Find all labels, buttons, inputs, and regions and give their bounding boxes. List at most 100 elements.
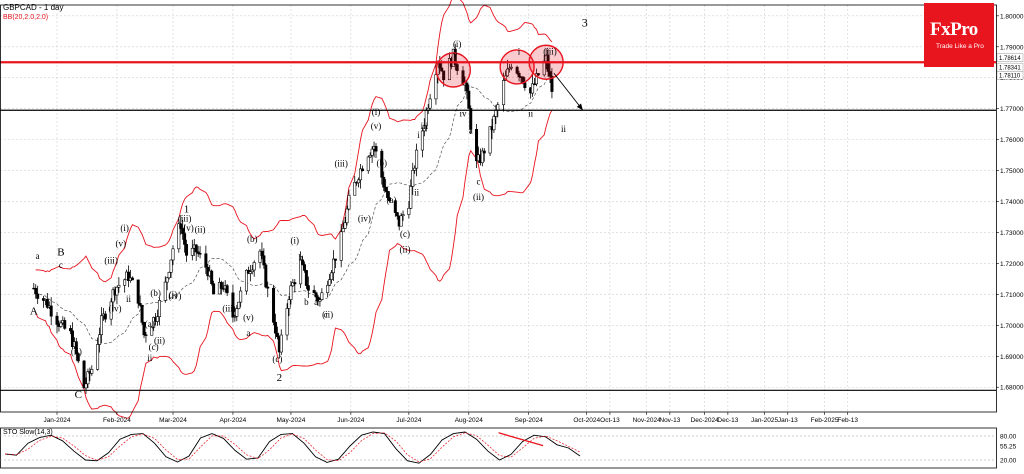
candle-body	[204, 253, 208, 268]
price-frame	[0, 4, 997, 413]
candle-body	[248, 271, 252, 274]
candle-body	[469, 108, 473, 130]
wave-label: (i)	[453, 39, 462, 49]
wave-label: v	[453, 50, 458, 60]
x-tick-label: Dec-13	[717, 417, 738, 424]
wave-label: (i)	[120, 223, 129, 233]
candle-body	[109, 301, 113, 320]
candle-body	[165, 277, 169, 283]
x-tick-label: Dec-2024	[691, 417, 720, 424]
candle-body	[534, 73, 538, 85]
wave-label: 1	[184, 203, 190, 215]
wave-label: (ii)	[71, 347, 82, 357]
logo-tagline: Trade Like a Pro	[936, 43, 984, 50]
stochastic-panel: 80.00 55.25 20.00	[0, 427, 1017, 469]
candle-body	[76, 353, 80, 362]
y-tick-label: 1.74000	[1000, 199, 1024, 206]
symbol-title: GBPCAD - 1 day	[3, 3, 63, 12]
candle-body	[411, 169, 415, 187]
wave-label: (ii)	[322, 310, 333, 320]
stochastic-tick-label: 80.00	[1000, 434, 1017, 441]
candle-body	[343, 222, 347, 229]
candle-body	[279, 334, 283, 353]
candle-body	[260, 250, 264, 257]
candle-body	[59, 322, 63, 327]
candle-body	[368, 155, 372, 158]
highlight-circle	[528, 44, 564, 80]
candle-body	[250, 269, 254, 273]
candle-body	[185, 244, 189, 256]
candle-body	[341, 228, 345, 233]
candle-body	[357, 179, 361, 184]
wave-label: (b)	[377, 158, 388, 168]
candle-body	[266, 286, 270, 289]
x-tick-label: Feb-13	[837, 417, 858, 424]
candle-body	[384, 186, 388, 192]
x-tick-label: Jan-13	[778, 417, 798, 424]
candlesticks	[32, 43, 554, 394]
forecast-arrow-line	[553, 72, 584, 111]
candle-body	[293, 282, 297, 285]
y-tick-label: 1.71000	[1000, 292, 1024, 299]
x-tick-label: Oct-2024	[573, 417, 600, 424]
wave-label: (c)	[400, 229, 410, 239]
candle-body	[55, 315, 59, 325]
candle-body	[115, 286, 119, 296]
x-tick-label: Nov-2024	[633, 417, 662, 424]
candle-body	[179, 223, 183, 229]
y-tick-label: 1.79000	[1000, 44, 1024, 51]
candle-body	[326, 284, 330, 294]
candle-body	[386, 190, 390, 199]
candle-body	[314, 292, 318, 298]
candle-body	[533, 83, 537, 85]
candle-body	[523, 82, 527, 89]
highlight-circles	[435, 44, 564, 88]
y-tick-label: 1.76000	[1000, 137, 1024, 144]
candle-body	[196, 251, 200, 254]
candle-body	[399, 215, 403, 227]
candle-body	[287, 299, 291, 309]
candle-body	[130, 277, 134, 281]
wave-label: ii	[561, 124, 567, 134]
wave-label: ii	[147, 353, 153, 363]
wave-label: (v)	[183, 223, 194, 233]
candle-body	[127, 271, 131, 281]
candle-body	[142, 322, 146, 336]
candle-body	[531, 83, 535, 94]
wave-label: (iii)	[222, 303, 236, 313]
candle-body	[86, 371, 90, 385]
candle-body	[374, 146, 378, 152]
candle-body	[183, 233, 187, 245]
stochastic-frame	[0, 427, 997, 469]
candle-body	[90, 369, 94, 374]
candle-body	[370, 148, 374, 156]
horizontal-levels	[0, 61, 996, 391]
candle-body	[272, 287, 276, 323]
candle-body	[212, 283, 216, 295]
candle-body	[453, 48, 457, 65]
candle-body	[330, 272, 334, 280]
candle-body	[442, 70, 446, 81]
x-tick-label: Sep-2024	[515, 417, 544, 424]
wave-label: (iii)	[334, 159, 348, 169]
wave-label: (iii)	[543, 47, 557, 57]
candle-body	[36, 293, 40, 299]
candle-body	[237, 301, 241, 309]
x-tick-label: Feb-2025	[811, 417, 839, 424]
candle-body	[382, 176, 386, 188]
candle-body	[235, 308, 239, 317]
candle-body	[482, 150, 486, 154]
candle-body	[505, 68, 509, 77]
wave-label: (ii)	[195, 224, 206, 234]
candle-body	[264, 264, 268, 288]
candle-body	[318, 299, 322, 302]
candle-body	[99, 315, 103, 336]
candle-body	[69, 328, 73, 332]
candle-body	[233, 316, 237, 318]
y-tick-label: 1.73000	[1000, 230, 1024, 237]
indicator-title: BB(20,2.0,2.0)	[3, 14, 48, 21]
candle-body	[198, 253, 202, 255]
candle-body	[70, 330, 74, 347]
candle-body	[422, 125, 426, 132]
